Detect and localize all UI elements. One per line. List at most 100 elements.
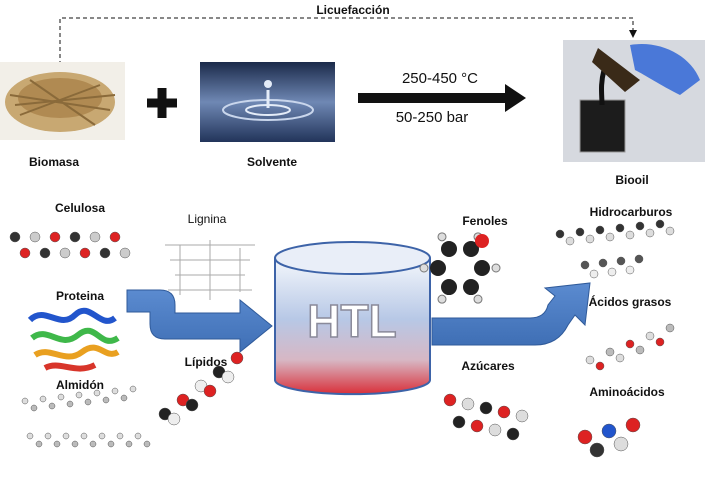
atom xyxy=(29,231,41,243)
atom xyxy=(48,402,56,410)
atom xyxy=(129,385,137,393)
feedstock-label: Lípidos xyxy=(185,355,228,369)
atom xyxy=(473,294,483,304)
atom xyxy=(665,226,675,236)
feedstock-label: Proteina xyxy=(56,289,104,303)
atom xyxy=(589,269,599,279)
atom xyxy=(497,405,511,419)
atom xyxy=(419,263,429,273)
atom xyxy=(625,339,635,349)
atom xyxy=(488,423,502,437)
molecule-illustrations xyxy=(9,219,675,458)
atom xyxy=(21,397,29,405)
atom xyxy=(167,412,181,426)
atom xyxy=(634,254,644,264)
atom xyxy=(125,440,133,448)
atom xyxy=(589,442,605,458)
atom xyxy=(665,323,675,333)
atom xyxy=(655,337,665,347)
atom xyxy=(615,223,625,233)
atom xyxy=(134,432,142,440)
atom xyxy=(506,427,520,441)
atom xyxy=(601,423,617,439)
atom xyxy=(35,440,43,448)
atom xyxy=(93,389,101,397)
atom xyxy=(53,440,61,448)
atom xyxy=(474,260,490,276)
atom xyxy=(75,391,83,399)
atom xyxy=(463,240,479,257)
lignin-structure xyxy=(165,240,255,300)
atom xyxy=(585,355,595,365)
atom xyxy=(26,432,34,440)
atom xyxy=(57,393,65,401)
atom xyxy=(580,260,590,270)
output-label: Biooil xyxy=(615,173,648,187)
atom xyxy=(19,247,31,259)
atom xyxy=(69,231,81,243)
atom xyxy=(585,234,595,244)
atom xyxy=(99,247,111,259)
atom xyxy=(443,393,457,407)
atom xyxy=(39,395,47,403)
atom xyxy=(143,440,151,448)
atom xyxy=(230,351,244,365)
atom xyxy=(185,398,199,412)
solvent-image xyxy=(200,62,335,142)
atom xyxy=(598,258,608,268)
biooil-image xyxy=(563,40,705,162)
atom xyxy=(30,404,38,412)
atom xyxy=(461,397,475,411)
feedstock-label: Celulosa xyxy=(55,201,105,215)
atom xyxy=(475,234,489,248)
input-flow-arrow xyxy=(126,289,273,354)
protein-structure xyxy=(27,307,120,372)
atom xyxy=(491,263,501,273)
atom xyxy=(437,232,447,242)
input-label: Biomasa xyxy=(29,155,79,169)
atom xyxy=(515,409,529,423)
atom xyxy=(441,279,457,296)
atom xyxy=(635,221,645,231)
dashed-connector xyxy=(59,17,637,65)
product-label: Azúcares xyxy=(461,359,515,373)
input-label: Solvente xyxy=(247,155,297,169)
process-label: Licuefacción xyxy=(316,3,389,17)
feedstock-label: Almidón xyxy=(56,378,104,392)
atom xyxy=(80,432,88,440)
atom xyxy=(625,265,635,275)
atom xyxy=(655,219,665,229)
atom xyxy=(441,240,457,257)
atom xyxy=(463,279,479,296)
atom xyxy=(39,247,51,259)
atom xyxy=(595,361,605,371)
atom xyxy=(595,225,605,235)
atom xyxy=(44,432,52,440)
atom xyxy=(9,231,21,243)
atom xyxy=(107,440,115,448)
product-label: Ácidos grasos xyxy=(589,294,672,309)
atom xyxy=(575,227,585,237)
atom xyxy=(79,247,91,259)
condition-label: 50-250 bar xyxy=(396,109,469,126)
feedstock-label: Lignina xyxy=(188,212,227,226)
atom xyxy=(111,387,119,395)
atom xyxy=(625,417,641,433)
atom xyxy=(203,384,217,398)
atom xyxy=(607,267,617,277)
atom xyxy=(430,260,446,276)
atom xyxy=(62,432,70,440)
atom xyxy=(66,400,74,408)
atom xyxy=(89,231,101,243)
atom xyxy=(616,256,626,266)
product-label: Hidrocarburos xyxy=(590,205,673,219)
atom xyxy=(615,353,625,363)
atom xyxy=(98,432,106,440)
output-flow-arrow xyxy=(431,282,591,346)
atom xyxy=(120,394,128,402)
atom xyxy=(645,331,655,341)
product-label: Aminoácidos xyxy=(589,385,665,399)
atom xyxy=(613,436,629,452)
atom xyxy=(119,247,131,259)
atom xyxy=(605,347,615,357)
